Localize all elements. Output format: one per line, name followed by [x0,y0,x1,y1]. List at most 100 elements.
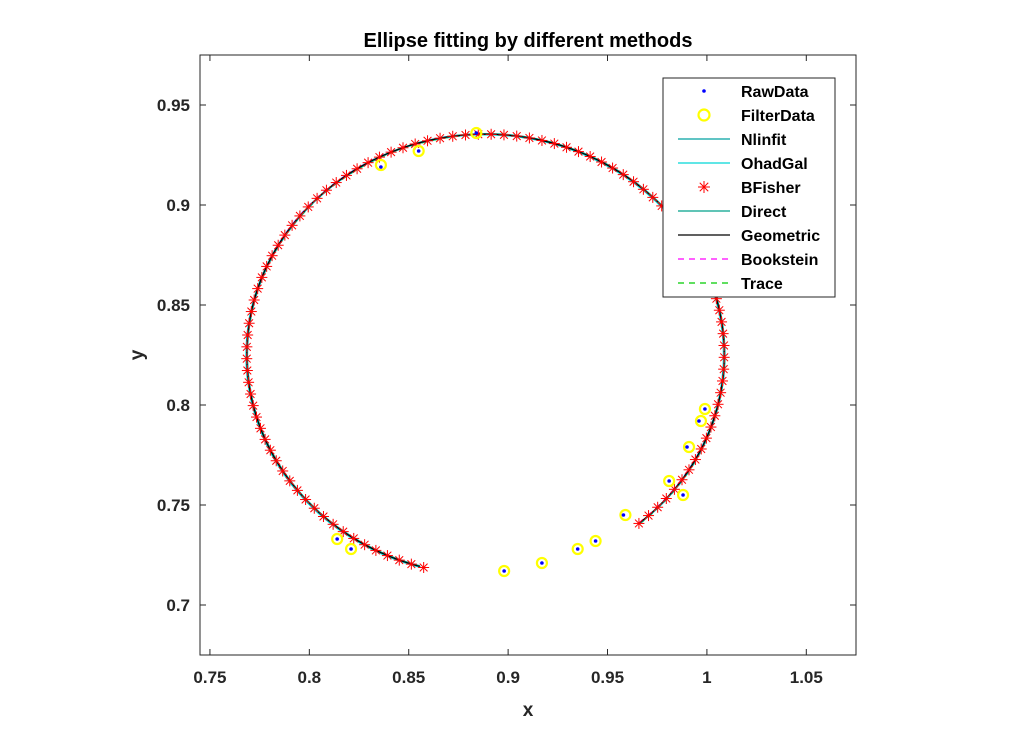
x-tick-label: 0.75 [193,668,226,687]
filterdata-marker [698,402,712,416]
bfisher-marker [584,151,596,163]
bfisher-marker [647,191,659,203]
legend-box [662,77,836,298]
bfisher-marker [511,130,523,142]
bfisher-marker [572,146,584,158]
x-axis-label: x [523,700,534,721]
bfisher-marker [422,135,434,147]
rawdata-point [667,479,671,483]
legend-label: Direct [741,204,787,221]
bfisher-marker [340,169,352,181]
bfisher-marker [252,283,264,295]
bfisher-marker [485,128,497,140]
legend-entry-nlinfit: Nlinfit [678,132,787,149]
filterdata-marker [663,474,676,488]
bfisher-marker [712,398,724,410]
legend-entry-filterdata: FilterData [697,108,815,125]
y-tick-label: 0.85 [157,296,190,315]
bfisher-marker [561,141,573,153]
legend-entry-ohadgal: OhadGal [678,156,808,173]
filterdata-marker [694,414,708,428]
bfisher-marker [705,421,717,433]
bfisher-marker [536,134,548,146]
rawdata-point [379,165,383,169]
bfisher-marker [652,501,664,513]
bfisher-marker [300,494,312,506]
bfisher-marker [607,162,619,174]
filterdata-marker [470,126,483,140]
bfisher-marker [245,388,257,400]
bfisher-marker [716,375,728,387]
bfisher-marker [359,539,371,551]
bfisher-marker [320,184,332,196]
bfisher-marker [633,517,645,529]
rawdata-point [540,561,544,565]
bfisher-marker [700,432,712,444]
bfisher-marker [251,411,263,423]
bfisher-marker [261,260,273,272]
rawdata-point [593,539,598,543]
legend-entry-bfisher: BFisher [698,180,801,197]
legend-label: Trace [741,276,783,293]
rawdata-point [474,131,479,135]
bfisher-marker [447,130,459,142]
y-tick-label: 0.75 [157,496,190,515]
rawdata-point [697,419,701,423]
x-tick-label: 1 [702,668,711,687]
filterdata-marker [374,158,387,172]
bfisher-marker [715,387,727,399]
bfisher-marker [284,475,296,487]
rawdata-point [349,547,353,551]
bfisher-marker [676,474,688,486]
bfisher-marker [327,518,339,530]
x-tick-label: 0.9 [496,668,520,687]
bfisher-marker [523,132,535,144]
x-tick-label: 0.8 [298,668,322,687]
filterdata-marker [535,556,549,570]
bfisher-marker [596,156,608,168]
rawdata-point [575,547,580,551]
bfisher-marker [294,210,306,222]
rawdata-point [621,513,626,517]
bfisher-marker [243,317,255,329]
bfisher-marker [241,341,253,353]
filterdata-marker [412,144,425,158]
legend-swatch [698,181,710,193]
x-tick-label: 0.95 [591,668,624,687]
legend-label: OhadGal [741,156,808,173]
bfisher-marker [370,544,382,556]
bfisher-marker [713,304,725,316]
filterdata-marker [344,542,358,556]
x-axis-ticks: 0.75 0.8 0.85 0.9 0.95 1 1.05 [193,55,823,687]
bfisher-marker [270,455,282,467]
y-tick-label: 0.7 [166,596,190,615]
bfisher-marker [628,176,640,188]
y-tick-label: 0.8 [166,396,190,415]
bfisher-marker [259,433,271,445]
legend-label: Nlinfit [741,132,787,149]
x-tick-label: 1.05 [790,668,823,687]
y-axis-label: y [127,349,148,360]
filterdata-marker [571,542,584,556]
bfisher-marker [397,142,409,154]
rawdata-point [685,445,689,449]
rawdata-point [681,493,685,497]
y-axis-ticks: 0.7 0.75 0.8 0.85 0.9 0.95 [157,96,856,615]
bfisher-marker [302,201,314,213]
bfisher-marker [695,443,707,455]
data-markers [241,126,730,578]
legend-entry-trace: Trace [678,276,783,293]
bfisher-marker [308,502,320,514]
bfisher-marker [385,146,397,158]
bfisher-marker [548,138,560,150]
filterdata-marker [589,534,602,548]
bfisher-marker [660,492,672,504]
bfisher-marker [311,192,323,204]
bfisher-marker [718,363,730,375]
rawdata-point [502,569,506,573]
bfisher-marker [643,510,655,522]
legend-label: Geometric [741,228,820,245]
bfisher-marker [683,464,695,476]
bfisher-marker [459,129,471,141]
